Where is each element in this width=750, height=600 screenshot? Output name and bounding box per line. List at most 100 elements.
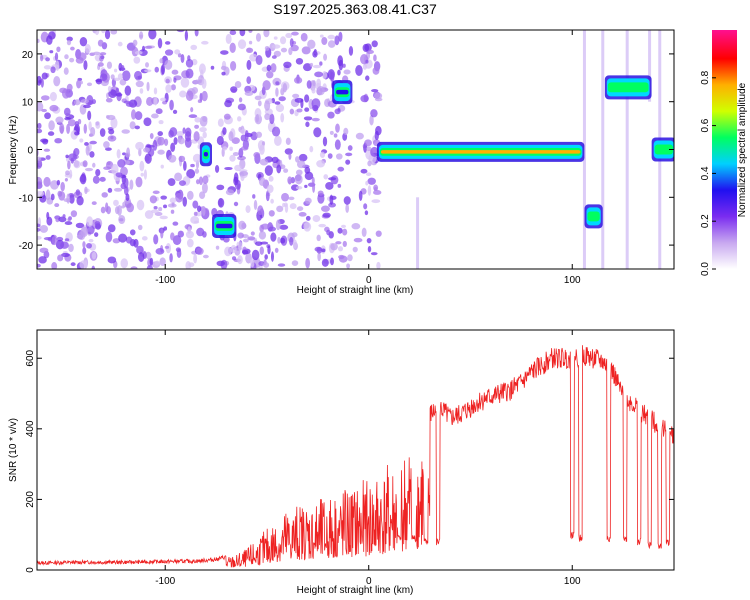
spectrogram-noise-cell [266, 184, 274, 194]
spectrogram-noise-cell [245, 205, 251, 214]
spectrogram-noise-cell [237, 103, 246, 111]
spectrogram-noise-cell [101, 192, 108, 198]
spectrogram-ytick-label: -20 [19, 241, 34, 252]
spectrogram-noise-cell [253, 152, 261, 159]
colorbar-tick-label: 0.2 [700, 214, 711, 228]
snr-x-label: Height of straight line (km) [297, 585, 414, 596]
spectrogram-noise-cell [124, 160, 131, 165]
spectrogram-feature-peak [655, 147, 672, 152]
spectrogram-noise-cell [238, 241, 243, 251]
spectrogram-noise-cell [292, 239, 297, 249]
spectrogram-noise-cell [134, 125, 140, 130]
spectrogram-noise-cell [113, 199, 119, 207]
spectrogram-noise-cell [231, 137, 240, 144]
spectrogram-noise-cell [197, 99, 203, 104]
spectrogram-noise-cell [264, 165, 273, 176]
spectrogram-noise-cell [193, 79, 202, 84]
spectrogram-noise-cell [316, 234, 321, 242]
spectrogram-noise-cell [237, 232, 244, 239]
spectrogram-noise-cell [84, 167, 94, 172]
spectrogram-noise-cell [164, 92, 169, 103]
spectrogram-noise-cell [170, 209, 175, 214]
spectrogram-noise-cell [242, 238, 249, 243]
spectrogram-noise-cell [280, 164, 286, 170]
spectrogram-noise-cell [49, 91, 57, 102]
spectrogram-noise-cell [244, 130, 249, 141]
spectrogram-noise-cell [168, 130, 174, 138]
snr-xtick-label: -100 [155, 576, 175, 587]
spectrogram-noise-cell [89, 151, 95, 158]
spectrogram-noise-cell [239, 171, 249, 176]
spectrogram-noise-cell [270, 251, 274, 262]
spectrogram-noise-cell [157, 38, 163, 49]
spectrogram-noise-cell [202, 131, 207, 139]
spectrogram-noise-cell [223, 113, 231, 120]
spectrogram-noise-cell [194, 124, 200, 129]
spectrogram-noise-cell [345, 159, 351, 165]
spectrogram-feature-peak [203, 152, 208, 157]
spectrogram-noise-cell [163, 138, 169, 146]
spectrogram-noise-cell [311, 117, 320, 122]
spectrogram-noise-cell [199, 191, 206, 199]
spectrogram-noise-cell [304, 197, 312, 205]
spectrogram-noise-cell [135, 141, 144, 151]
spectrogram-noise-cell [185, 230, 194, 239]
spectrogram-noise-cell [84, 142, 89, 146]
spectrogram-noise-cell [143, 169, 148, 180]
spectrogram-noise-cell [366, 238, 372, 244]
spectrogram-noise-cell [298, 212, 307, 217]
spectrogram-noise-cell [175, 192, 184, 203]
spectrogram-noise-cell [364, 139, 372, 147]
spectrogram-noise-cell [49, 104, 59, 112]
spectrogram-noise-cell [105, 97, 113, 103]
snr-ytick-label: 0 [25, 567, 36, 573]
spectrogram-noise-cell [125, 236, 133, 244]
spectrogram-noise-cell [275, 219, 281, 231]
spectrogram-noise-cell [322, 212, 331, 218]
spectrogram-y-label: Frequency (Hz) [8, 116, 19, 185]
spectrogram-feature-peak [336, 89, 349, 95]
spectrogram-noise-cell [110, 74, 115, 80]
spectrogram-streak [601, 30, 605, 269]
spectrogram-noise-cell [37, 156, 42, 161]
spectrogram-noise-cell [164, 41, 171, 45]
spectrogram-noise-cell [148, 30, 157, 40]
spectrogram-noise-cell [193, 131, 200, 142]
colorbar: 0.0 0.2 0.4 0.6 0.8 Normalized spectral ampl… [700, 30, 748, 276]
spectrogram-noise-cell [163, 204, 168, 209]
spectrogram-noise-cell [304, 107, 310, 112]
spectrogram-noise-cell [195, 247, 204, 255]
spectrogram-noise-cell [129, 229, 136, 236]
spectrogram-noise-cell [186, 169, 196, 179]
spectrogram-noise-cell [75, 189, 81, 196]
spectrogram-noise-cell [167, 203, 177, 208]
spectrogram-noise-cell [91, 265, 96, 269]
spectrogram-noise-cell [185, 90, 194, 102]
spectrogram-noise-cell [288, 152, 292, 160]
spectrogram-noise-cell [164, 59, 173, 70]
spectrogram-noise-cell [47, 131, 55, 136]
spectrogram-noise-cell [82, 160, 88, 168]
spectrogram-noise-cell [303, 116, 313, 121]
spectrogram-noise-cell [255, 55, 263, 66]
spectrogram-noise-cell [322, 136, 328, 147]
spectrogram-noise-cell [65, 170, 70, 176]
spectrogram-noise-cell [198, 63, 206, 75]
spectrogram-noise-cell [172, 235, 182, 246]
spectrogram-noise-cell [86, 225, 95, 235]
spectrogram-noise-cell [248, 40, 253, 45]
spectrogram-noise-cell [196, 205, 202, 212]
spectrogram-noise-cell [182, 196, 188, 207]
spectrogram-noise-cell [309, 62, 314, 67]
spectrogram-noise-cell [322, 71, 328, 79]
spectrogram-noise-cell [64, 221, 73, 226]
spectrogram-feature-peak [216, 223, 233, 229]
colorbar-ticks: 0.0 0.2 0.4 0.6 0.8 [700, 70, 716, 276]
spectrogram-noise-cell [237, 155, 246, 161]
spectrogram-noise-cell [268, 175, 274, 182]
spectrogram-noise-cell [170, 84, 176, 91]
spectrogram-noise-cell [282, 202, 286, 208]
spectrogram-noise-cell [44, 112, 51, 120]
spectrogram-noise-cell [345, 203, 350, 213]
spectrogram-noise-cell [83, 104, 91, 109]
